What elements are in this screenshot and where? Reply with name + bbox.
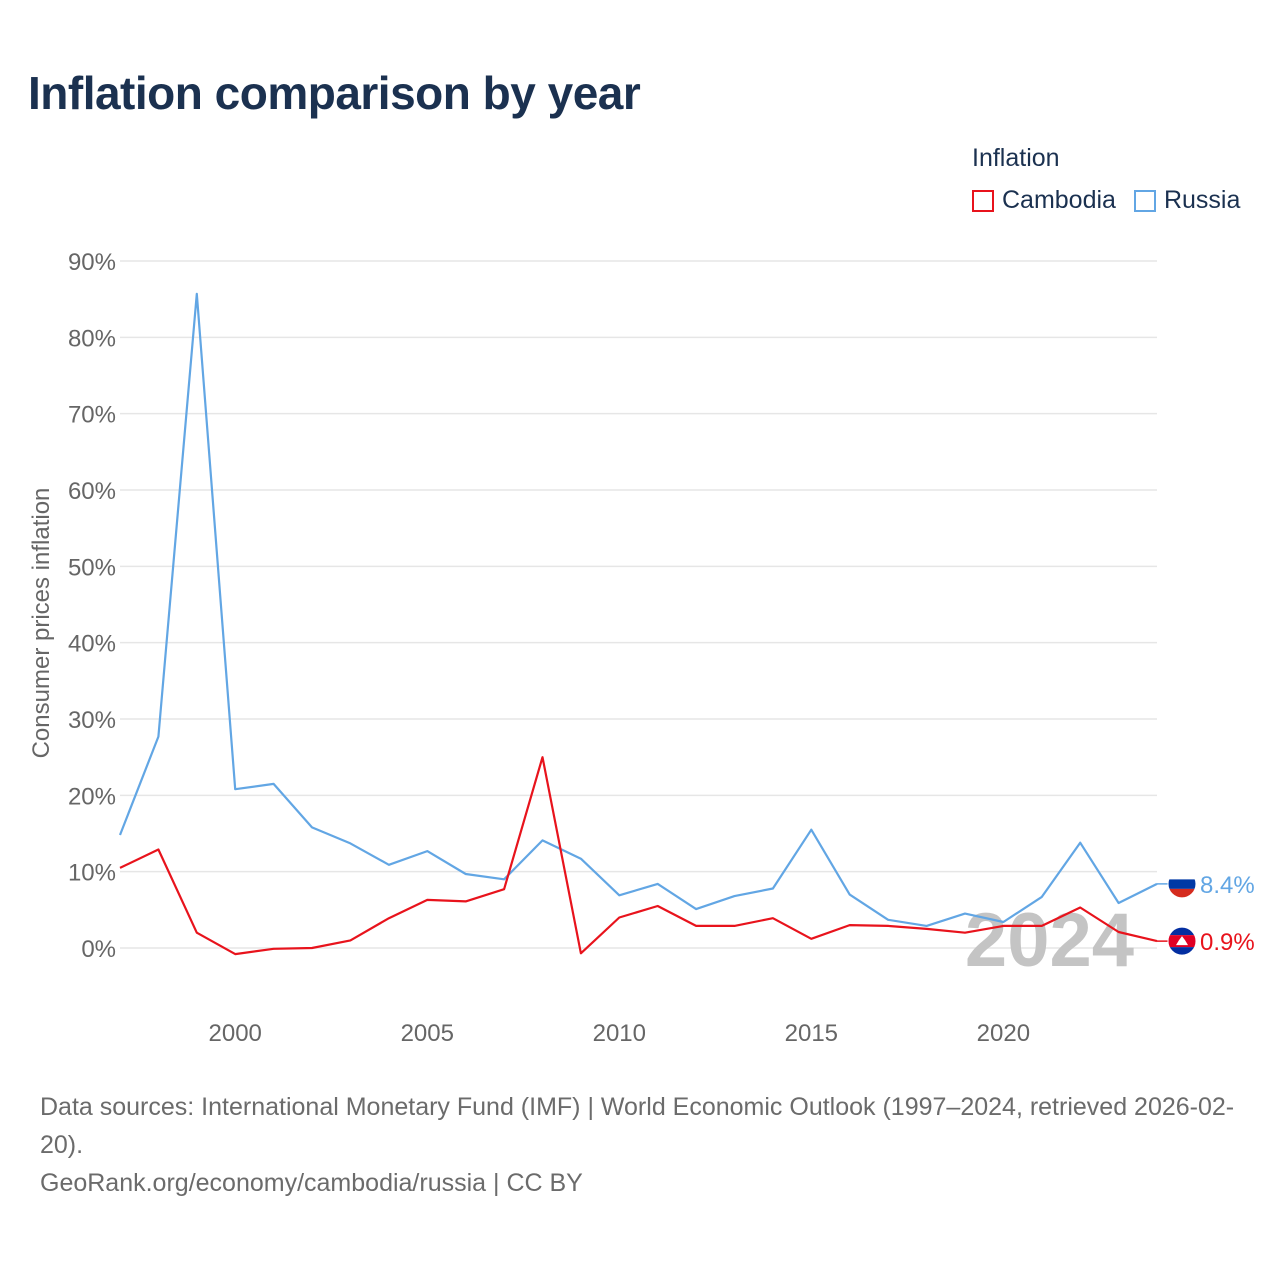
y-tick-label: 10% xyxy=(68,860,116,887)
series-line-russia[interactable] xyxy=(118,292,1158,928)
end-markers: 8.4% 0.9% xyxy=(1157,869,1255,956)
gridlines xyxy=(120,260,1157,949)
y-tick-label: 60% xyxy=(68,478,116,505)
y-tick-label: 40% xyxy=(68,631,116,658)
footer: Data sources: International Monetary Fun… xyxy=(40,1088,1250,1202)
y-tick-label: 80% xyxy=(68,325,116,352)
legend: Cambodia Russia xyxy=(972,186,1258,215)
legend-title: Inflation xyxy=(972,144,1060,172)
flag-cambodia-icon xyxy=(1167,926,1197,956)
legend-label-russia: Russia xyxy=(1163,186,1241,214)
y-tick-label: 30% xyxy=(68,707,116,734)
y-tick-label: 0% xyxy=(81,936,116,963)
source-url[interactable]: GeoRank.org/economy/cambodia/russia | CC… xyxy=(40,1169,583,1197)
x-tick-label: 2000 xyxy=(209,1020,262,1047)
x-tick-label: 2010 xyxy=(593,1020,646,1047)
series-lines xyxy=(118,292,1158,956)
legend-label-cambodia: Cambodia xyxy=(1002,186,1116,214)
line-chart: 0%10%20%30%40%50%60%70%80%90% 2000 2005 20… xyxy=(68,249,1255,1047)
y-tick-label: 20% xyxy=(68,783,116,810)
end-label-russia: 8.4% xyxy=(1200,872,1255,899)
y-tick-label: 70% xyxy=(68,402,116,429)
chart-title: Inflation comparison by year xyxy=(28,67,641,119)
legend-item-cambodia[interactable]: Cambodia xyxy=(972,186,1116,215)
x-tick-label: 2020 xyxy=(977,1020,1030,1047)
year-watermark: 2024 xyxy=(965,898,1134,983)
legend-swatch-cambodia xyxy=(972,189,994,212)
series-line-cambodia[interactable] xyxy=(119,756,1158,956)
y-axis-ticks: 0% 10% 20% 30% 40% 50% 60% 70% 80% 90% xyxy=(68,249,116,963)
x-axis-ticks: 2000 2005 2010 2015 2020 xyxy=(209,1020,1031,1047)
y-tick-label: 90% xyxy=(68,249,116,276)
x-tick-label: 2015 xyxy=(785,1020,838,1047)
x-tick-label: 2005 xyxy=(401,1020,454,1047)
legend-swatch-russia xyxy=(1133,189,1156,212)
y-tick-label: 50% xyxy=(68,554,116,581)
end-label-cambodia: 0.9% xyxy=(1200,929,1255,956)
flag-russia-icon xyxy=(1167,869,1197,899)
legend-item-russia[interactable]: Russia xyxy=(1133,186,1241,215)
data-sources: Data sources: International Monetary Fun… xyxy=(40,1093,1235,1159)
